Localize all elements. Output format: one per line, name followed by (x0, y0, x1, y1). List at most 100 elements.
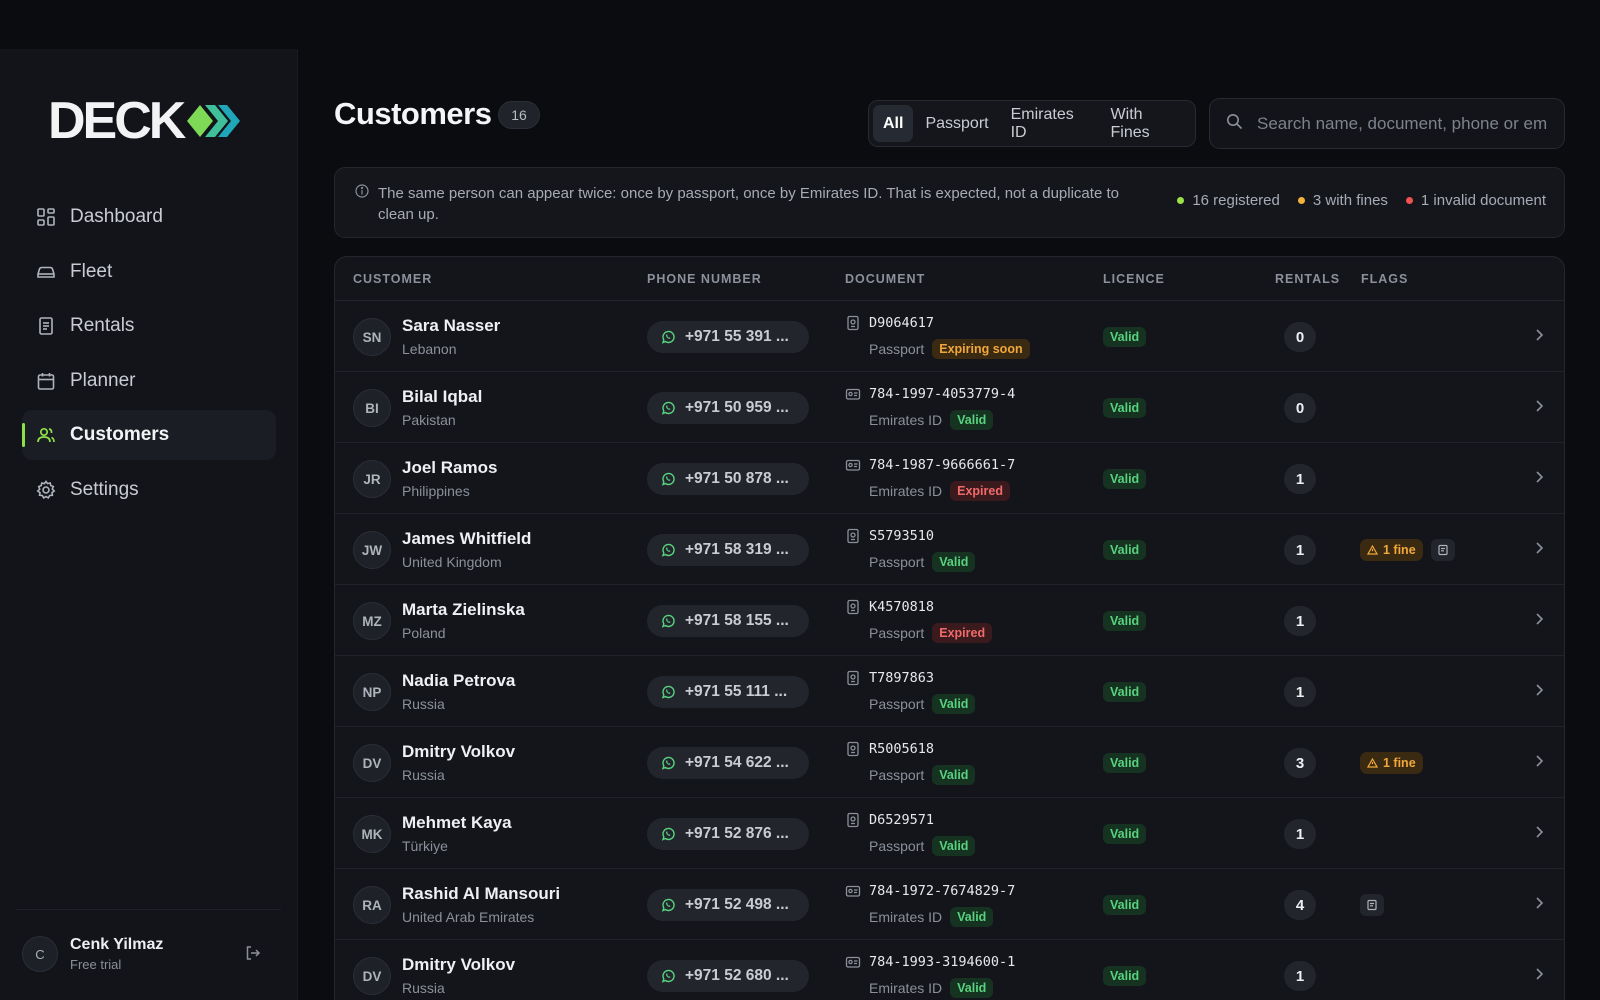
avatar: JW (353, 531, 391, 569)
phone-button[interactable]: +971 55 111 ... (647, 676, 809, 708)
app-logo[interactable]: DECK (48, 95, 243, 147)
flags-cell: 1 fine (1360, 539, 1455, 561)
document-number: 784-1987-9666661-7 (869, 457, 1016, 473)
status-dot-red (1405, 197, 1413, 204)
nav-item-planner[interactable]: Planner (22, 356, 276, 406)
phone-button[interactable]: +971 58 319 ... (647, 534, 809, 566)
document-filter: All Passport Emirates ID With Fines (868, 100, 1196, 147)
nav-item-dashboard[interactable]: Dashboard (22, 192, 276, 242)
gear-icon (36, 479, 56, 500)
phone-button[interactable]: +971 52 876 ... (647, 818, 809, 850)
passport-icon (845, 599, 861, 615)
phone-number: +971 55 111 ... (685, 683, 788, 700)
phone-button[interactable]: +971 50 878 ... (647, 463, 809, 495)
customer-name: James Whitfield (402, 529, 532, 548)
nav-item-customers[interactable]: Customers (22, 410, 276, 460)
table-header: CUSTOMER PHONE NUMBER DOCUMENT LICENCE R… (335, 257, 1564, 301)
info-icon (355, 184, 369, 198)
table-row[interactable]: DV Dmitry Volkov Russia +971 54 622 ... … (335, 727, 1564, 798)
licence-status-badge: Valid (1103, 540, 1147, 560)
filter-all-button[interactable]: All (873, 105, 914, 142)
document-status-badge: Valid (950, 907, 994, 927)
nav-item-rentals[interactable]: Rentals (22, 301, 276, 351)
nav-item-settings[interactable]: Settings (22, 465, 276, 515)
passport-icon (845, 528, 861, 544)
note-icon[interactable] (1430, 539, 1455, 561)
chevron-right-icon[interactable] (1534, 470, 1544, 484)
table-row[interactable]: JW James Whitfield United Kingdom +971 5… (335, 514, 1564, 585)
avatar: DV (353, 744, 391, 782)
stat-label: 3 with fines (1312, 192, 1388, 209)
table-row[interactable]: MZ Marta Zielinska Poland +971 58 155 ..… (335, 585, 1564, 656)
customer-name: Bilal Iqbal (402, 387, 483, 406)
user-plan: Free trial (70, 957, 122, 972)
licence-cell: Valid (1103, 398, 1147, 418)
licence-status-badge: Valid (1103, 753, 1147, 773)
licence-status-badge: Valid (1103, 824, 1147, 844)
stat-label: 1 invalid document (1420, 192, 1546, 209)
document-number: R5005618 (869, 741, 935, 757)
phone-button[interactable]: +971 58 155 ... (647, 605, 809, 637)
phone-button[interactable]: +971 54 622 ... (647, 747, 809, 779)
phone-button[interactable]: +971 50 959 ... (647, 392, 809, 424)
customer-name: Nadia Petrova (402, 671, 516, 690)
user-profile[interactable]: C Cenk Yilmaz Free trial (22, 934, 276, 974)
table-row[interactable]: RA Rashid Al Mansouri United Arab Emirat… (335, 869, 1564, 940)
search-box (1209, 98, 1565, 149)
table-body: SN Sara Nasser Lebanon +971 55 391 ... D… (335, 301, 1564, 1000)
document-status-badge: Valid (932, 694, 976, 714)
nav-item-fleet[interactable]: Fleet (22, 247, 276, 297)
logout-icon[interactable] (244, 944, 262, 962)
table-row[interactable]: NP Nadia Petrova Russia +971 55 111 ... … (335, 656, 1564, 727)
passport-icon (845, 741, 861, 757)
table-row[interactable]: DV Dmitry Volkov Russia +971 52 680 ... … (335, 940, 1564, 1000)
document-number: K4570818 (869, 599, 935, 615)
chevron-right-icon[interactable] (1534, 541, 1544, 555)
whatsapp-icon (661, 756, 675, 770)
licence-cell: Valid (1103, 540, 1147, 560)
users-icon (36, 425, 56, 445)
filter-with-fines-button[interactable]: With Fines (1110, 105, 1150, 141)
filter-passport-button[interactable]: Passport (925, 114, 989, 132)
customer-country: Russia (402, 767, 445, 783)
table-row[interactable]: SN Sara Nasser Lebanon +971 55 391 ... D… (335, 301, 1564, 372)
search-input[interactable] (1257, 113, 1547, 134)
phone-button[interactable]: +971 52 498 ... (647, 889, 809, 921)
car-icon (36, 262, 56, 282)
filter-emirates-id-button[interactable]: Emirates ID (1010, 105, 1074, 141)
avatar: JR (353, 460, 391, 498)
whatsapp-icon (661, 472, 675, 486)
customers-table: CUSTOMER PHONE NUMBER DOCUMENT LICENCE R… (334, 256, 1565, 1000)
chevron-right-icon[interactable] (1534, 967, 1544, 981)
chevron-right-icon[interactable] (1534, 896, 1544, 910)
passport-icon (845, 315, 861, 331)
rentals-count: 1 (1284, 819, 1316, 849)
licence-status-badge: Valid (1103, 895, 1147, 915)
chevron-right-icon[interactable] (1534, 754, 1544, 768)
table-row[interactable]: JR Joel Ramos Philippines +971 50 878 ..… (335, 443, 1564, 514)
table-row[interactable]: MK Mehmet Kaya Türkiye +971 52 876 ... D… (335, 798, 1564, 869)
fine-badge[interactable]: 1 fine (1360, 752, 1423, 774)
chevron-right-icon[interactable] (1534, 825, 1544, 839)
phone-button[interactable]: +971 55 391 ... (647, 321, 809, 353)
chevron-right-icon[interactable] (1534, 328, 1544, 342)
status-dot-amber (1297, 197, 1305, 204)
document-status-badge: Valid (932, 765, 976, 785)
chevron-right-icon[interactable] (1534, 612, 1544, 626)
document-type: Emirates ID Valid (869, 410, 994, 430)
table-row[interactable]: BI Bilal Iqbal Pakistan +971 50 959 ... … (335, 372, 1564, 443)
document-status-badge: Valid (932, 552, 976, 572)
fine-badge[interactable]: 1 fine (1360, 539, 1423, 561)
note-icon[interactable] (1360, 894, 1384, 916)
column-header-flags: FLAGS (1361, 272, 1409, 286)
chevron-right-icon[interactable] (1534, 683, 1544, 697)
id-card-icon (845, 883, 861, 899)
phone-number: +971 58 155 ... (685, 612, 789, 629)
customer-country: Türkiye (402, 838, 448, 854)
phone-number: +971 52 876 ... (685, 825, 789, 842)
info-text: The same person can appear twice: once b… (378, 185, 1119, 223)
phone-button[interactable]: +971 52 680 ... (647, 960, 809, 992)
rentals-count: 1 (1284, 606, 1316, 636)
chevron-right-icon[interactable] (1534, 399, 1544, 413)
rentals-count: 1 (1284, 535, 1316, 565)
